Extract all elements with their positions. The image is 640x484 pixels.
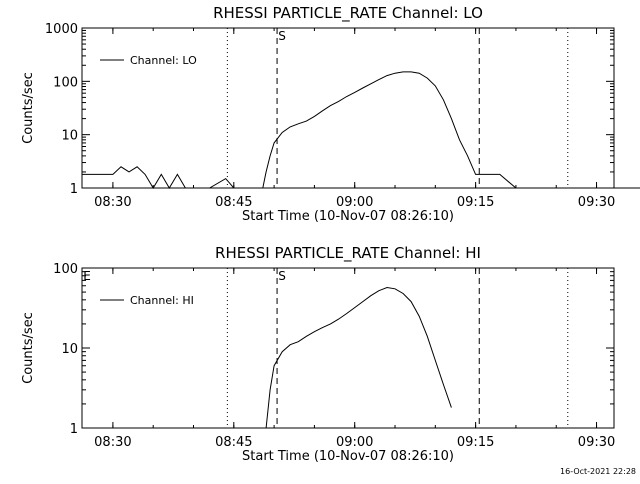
- x-tick-label: 09:00: [336, 435, 373, 450]
- series-line: [265, 286, 452, 429]
- x-tick-label: 09:30: [578, 195, 615, 210]
- x-tick-label: 08:45: [215, 435, 252, 450]
- chart-panel-2: [81, 267, 615, 429]
- event-marker: S: [278, 269, 286, 283]
- x-tick-label: 08:30: [94, 195, 131, 210]
- chart-title: RHESSI PARTICLE_RATE Channel: HI: [215, 244, 481, 263]
- y-tick-label: 100: [53, 75, 78, 90]
- x-tick-label: 09:00: [336, 195, 373, 210]
- x-tick-label: 09:30: [578, 435, 615, 450]
- x-tick-label: 09:15: [457, 435, 494, 450]
- y-tick-label: 10: [61, 342, 78, 357]
- y-tick-label: 1000: [45, 22, 78, 37]
- footer-timestamp: 16-Oct-2021 22:28: [560, 467, 636, 476]
- x-tick-label: 08:45: [215, 195, 252, 210]
- y-axis-label: Counts/sec: [21, 72, 36, 144]
- y-tick-label: 100: [53, 262, 78, 277]
- y-tick-label: 10: [61, 129, 78, 144]
- chart-title: RHESSI PARTICLE_RATE Channel: LO: [213, 4, 483, 23]
- legend-label: Channel: HI: [130, 294, 194, 307]
- legend-label: Channel: LO: [130, 54, 197, 67]
- x-axis-label: Start Time (10-Nov-07 08:26:10): [242, 209, 454, 224]
- event-marker: S: [278, 29, 286, 43]
- x-axis-label: Start Time (10-Nov-07 08:26:10): [242, 449, 454, 464]
- x-tick-label: 08:30: [94, 435, 131, 450]
- chart-panel-1: [81, 27, 640, 189]
- event-marker: E: [83, 269, 91, 283]
- plot-frame: [81, 27, 615, 189]
- y-tick-label: 1: [70, 182, 78, 197]
- plot-frame: [81, 267, 615, 429]
- y-axis-label: Counts/sec: [21, 312, 36, 384]
- series-line: [82, 71, 640, 189]
- x-tick-label: 09:15: [457, 195, 494, 210]
- y-tick-label: 1: [70, 422, 78, 437]
